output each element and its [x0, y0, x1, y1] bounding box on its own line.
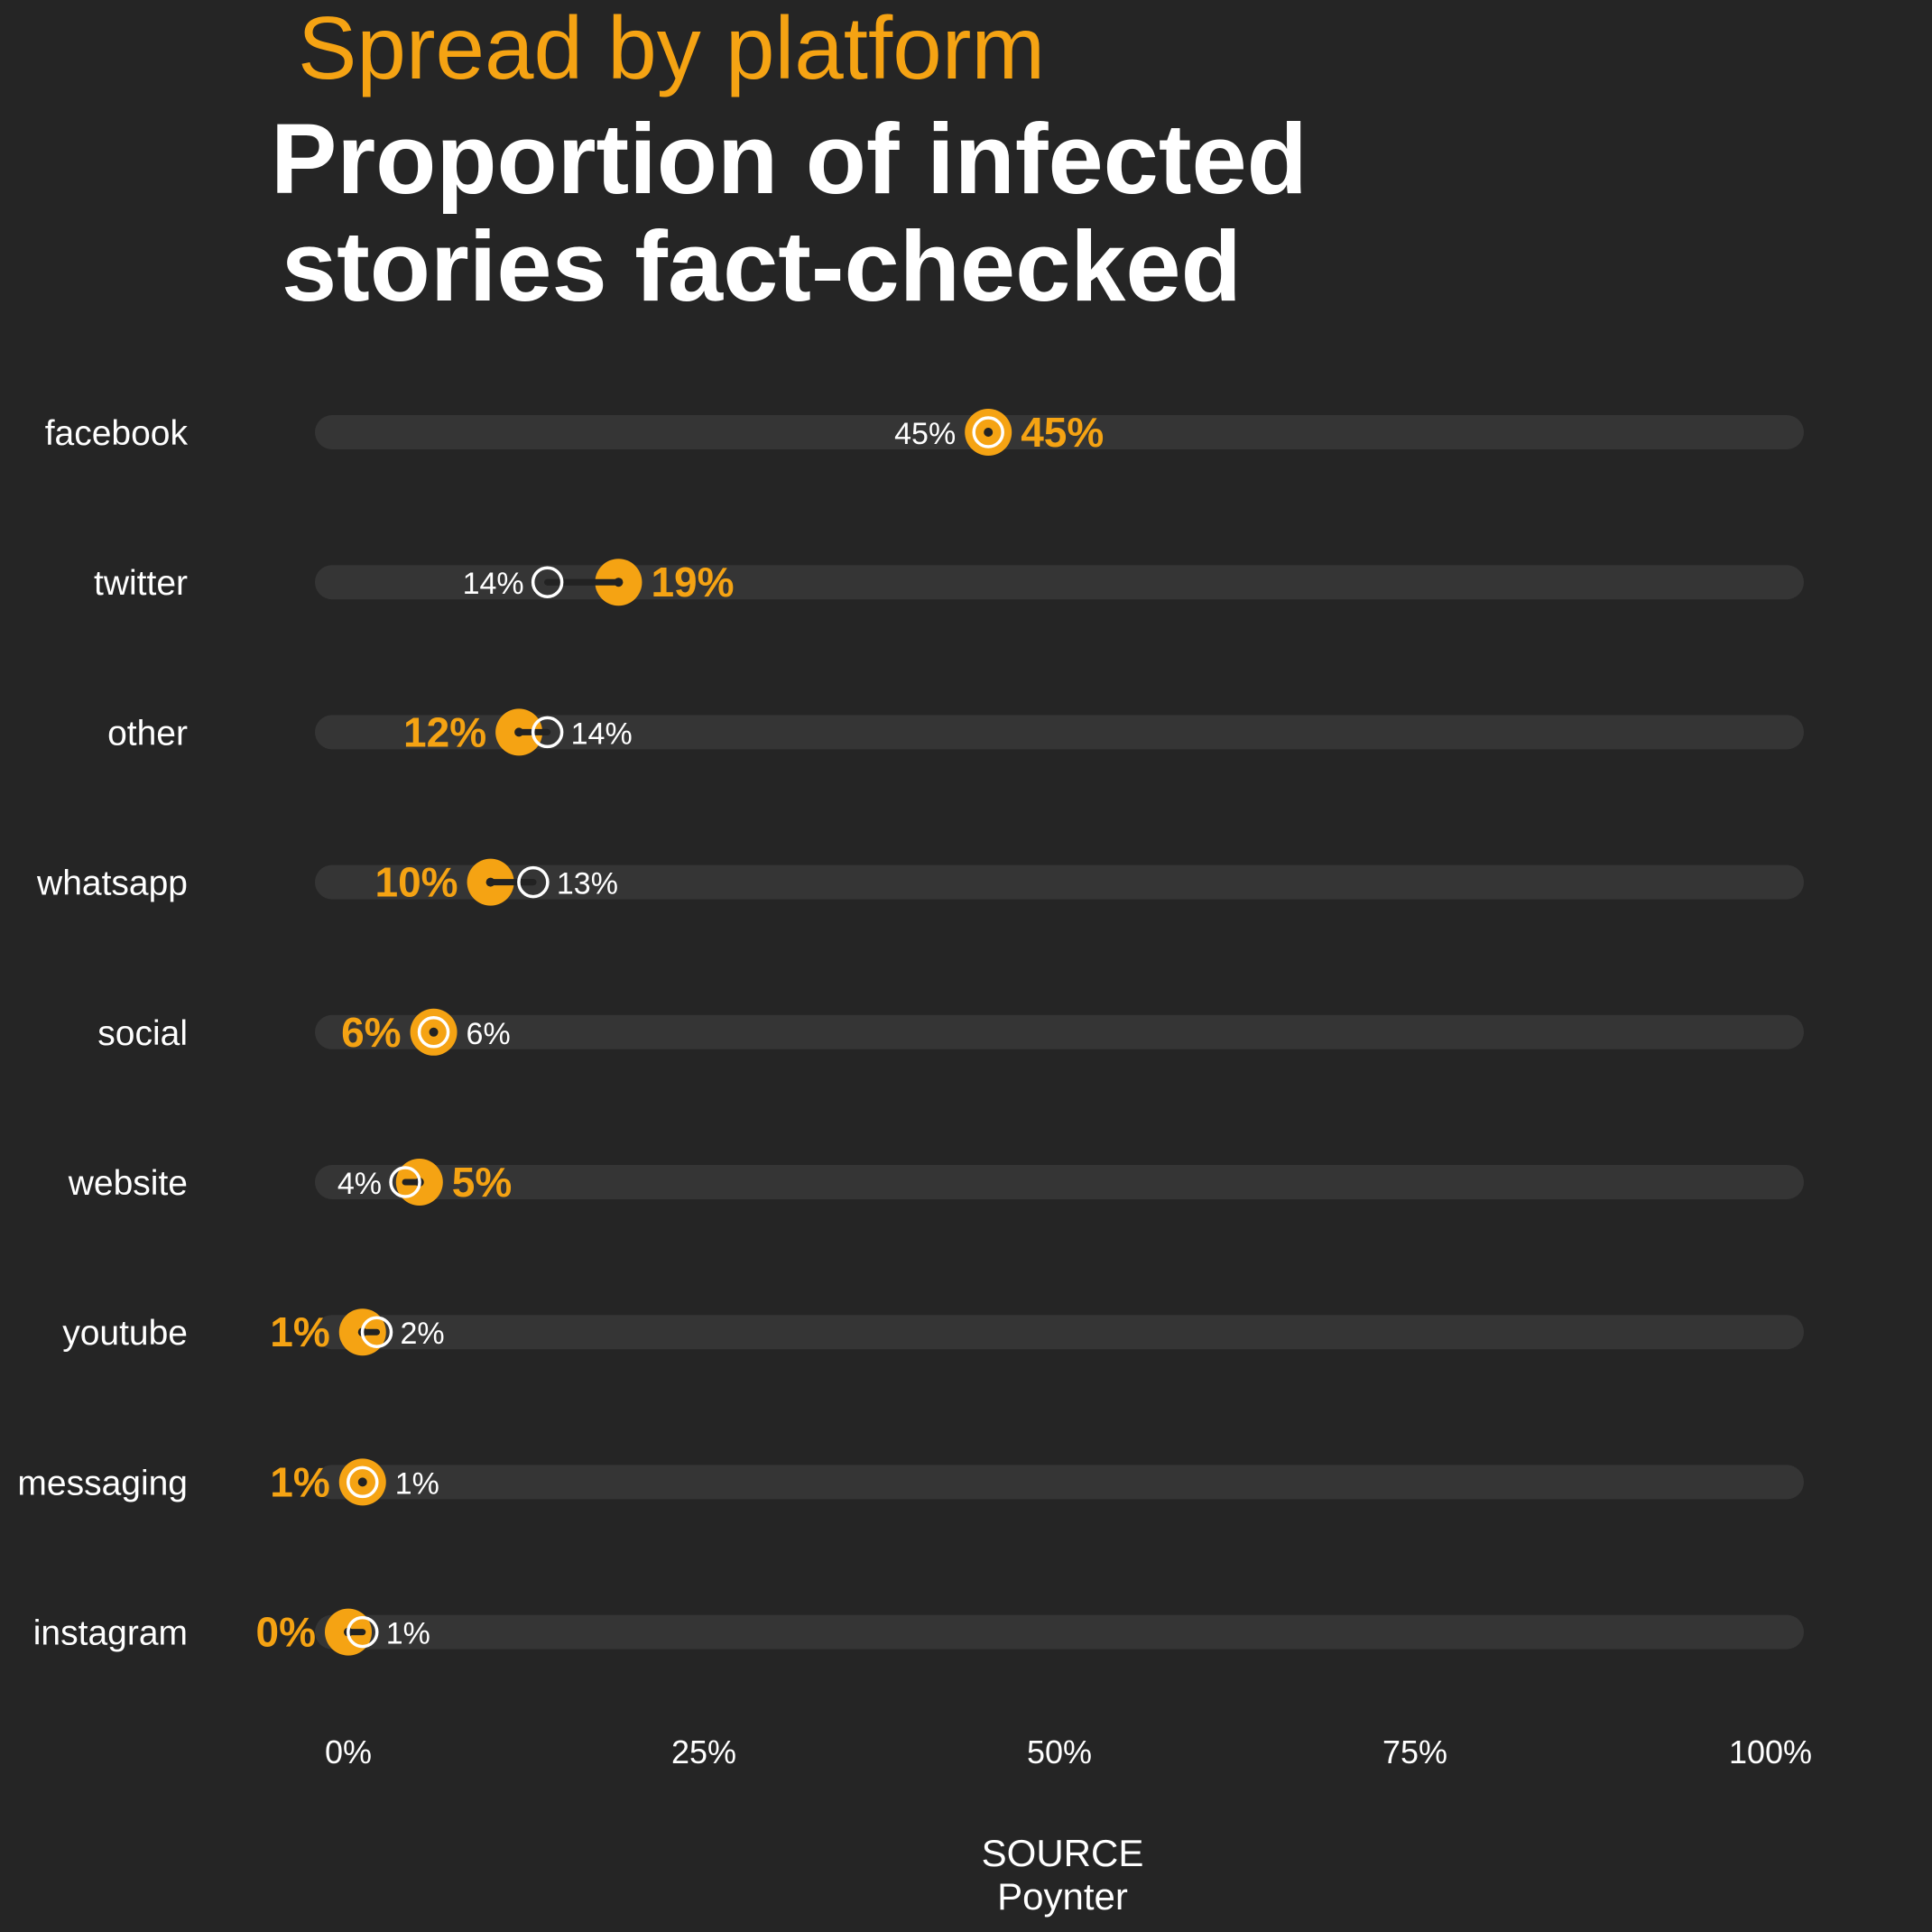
category-label: messaging — [17, 1464, 188, 1502]
orange-value-label: 6% — [341, 1009, 401, 1056]
source-label: SOURCE — [981, 1832, 1144, 1874]
orange-value-label: 1% — [270, 1458, 329, 1505]
white-point — [417, 1016, 450, 1049]
white-value-label: 2% — [401, 1317, 445, 1351]
white-value-label: 1% — [395, 1466, 439, 1501]
row-social: social 6% 6% — [97, 1008, 1804, 1056]
white-value-label: 14% — [571, 716, 633, 751]
white-point — [360, 1316, 393, 1348]
category-label: social — [97, 1014, 188, 1053]
white-point — [347, 1465, 379, 1499]
x-tick-label: 25% — [671, 1733, 736, 1770]
orange-value-label: 5% — [452, 1159, 512, 1206]
category-label: other — [107, 714, 188, 753]
orange-value-label: 12% — [403, 708, 486, 755]
white-point — [531, 716, 564, 749]
orange-point-center — [514, 727, 524, 737]
white-point — [531, 566, 564, 598]
row-other: other 12% 14% — [107, 708, 1804, 756]
chart-subtitle: Spread by platform — [298, 0, 1045, 97]
white-value-label: 13% — [557, 867, 618, 901]
source-note: SOURCE Poynter — [902, 1832, 1223, 1919]
chart-title-line-2: stories fact-checked — [282, 210, 1242, 322]
row-twitter: twitter 19% 14% — [94, 559, 1804, 606]
orange-value-label: 45% — [1021, 409, 1104, 456]
category-label: website — [68, 1164, 188, 1203]
orange-point-center — [485, 877, 495, 887]
row-instagram: instagram 0% 1% — [33, 1608, 1804, 1656]
x-tick-label: 100% — [1729, 1733, 1812, 1770]
white-value-label: 14% — [463, 567, 524, 601]
orange-point-center — [614, 578, 624, 587]
x-tick-label: 0% — [325, 1733, 372, 1770]
row-whatsapp: whatsapp 10% 13% — [36, 858, 1804, 906]
row-facebook: facebook 45% 45% — [45, 409, 1804, 456]
orange-point-center — [984, 428, 994, 437]
orange-value-label: 0% — [256, 1609, 316, 1656]
category-label: whatsapp — [36, 864, 188, 903]
source-name: Poynter — [997, 1875, 1128, 1918]
row-youtube: youtube 1% 2% — [62, 1308, 1804, 1356]
orange-value-label: 19% — [651, 559, 734, 605]
white-value-label: 6% — [467, 1017, 511, 1051]
row-messaging: messaging 1% 1% — [17, 1458, 1804, 1506]
white-point — [972, 416, 1004, 448]
orange-point-center — [357, 1477, 367, 1487]
white-value-label: 1% — [386, 1617, 430, 1651]
category-label: facebook — [45, 414, 189, 453]
chart-title-line-1: Proportion of infected — [271, 104, 1308, 215]
x-tick-label: 75% — [1382, 1733, 1447, 1770]
category-label: instagram — [33, 1614, 188, 1653]
orange-point-center — [429, 1027, 439, 1037]
white-point — [347, 1615, 379, 1649]
x-tick-label: 50% — [1027, 1733, 1092, 1770]
white-value-label: 45% — [894, 417, 956, 451]
category-label: youtube — [62, 1314, 188, 1353]
row-website: website 5% 4% — [68, 1159, 1804, 1206]
category-label: twitter — [94, 564, 188, 603]
white-value-label: 4% — [337, 1167, 382, 1201]
orange-value-label: 1% — [270, 1308, 329, 1355]
white-point — [517, 865, 550, 899]
white-point — [389, 1166, 421, 1198]
chart-title: Proportion of infected stories fact-chec… — [271, 106, 1308, 321]
orange-value-label: 10% — [375, 859, 458, 906]
